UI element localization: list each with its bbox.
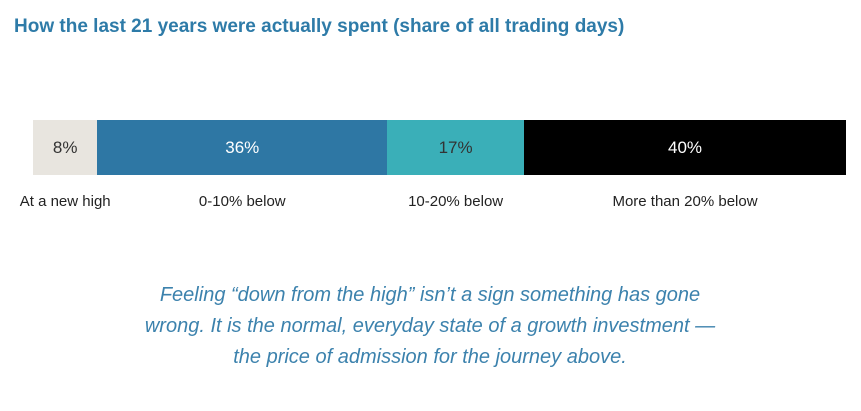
- caption-note: Feeling “down from the high” isn’t a sig…: [60, 280, 800, 373]
- bar-segment-2: 36%: [97, 120, 388, 175]
- caption-line-1: Feeling “down from the high” isn’t a sig…: [159, 284, 701, 306]
- category-label-2: 0-10% below: [198, 193, 286, 210]
- category-label-1: At a new high: [19, 193, 111, 210]
- value-label-3: 17%: [438, 137, 473, 157]
- bar-segment-3: 17%: [387, 120, 524, 175]
- stacked-bar: 8% 36% 17% 40%: [33, 120, 846, 175]
- bar-segment-1: 8%: [33, 120, 98, 175]
- category-labels: At a new high 0-10% below 10-20% below More…: [0, 193, 861, 213]
- value-label-4: 40%: [667, 137, 703, 157]
- chart-title: How the last 21 years were actually spen…: [14, 16, 625, 37]
- caption-line-3: the price of admission for the journey a…: [233, 346, 627, 368]
- category-label-4: More than 20% below: [612, 193, 758, 210]
- value-label-1: 8%: [52, 137, 78, 157]
- category-label-3: 10-20% below: [408, 193, 504, 210]
- caption-line-2: wrong. It is the normal, everyday state …: [144, 315, 716, 337]
- bar-segment-4: 40%: [524, 120, 846, 175]
- value-label-2: 36%: [225, 137, 260, 157]
